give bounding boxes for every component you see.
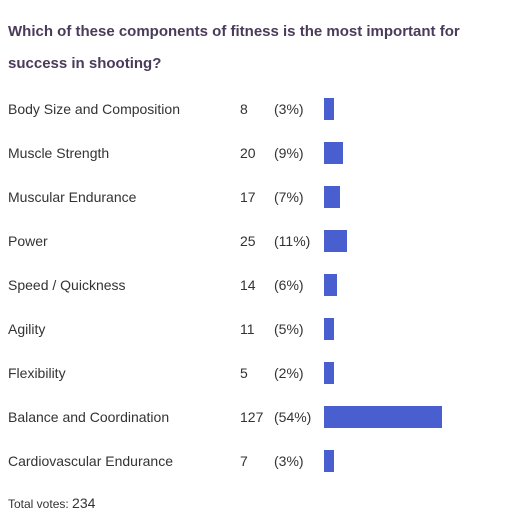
option-label: Speed / Quickness <box>8 277 126 293</box>
option-label: Agility <box>8 321 46 337</box>
option-vote-count: 20 <box>240 145 256 161</box>
option-vote-count: 8 <box>240 101 248 117</box>
option-bar <box>324 142 343 164</box>
option-label: Muscle Strength <box>8 145 110 161</box>
poll-option-row: Agility 11 (5%) <box>0 306 518 350</box>
option-bar <box>324 318 334 340</box>
option-vote-count: 25 <box>240 233 256 249</box>
poll-option-row: Body Size and Composition 8 (3%) <box>0 86 518 130</box>
poll-option-row: Power 25 (11%) <box>0 218 518 262</box>
option-percent: (3%) <box>274 101 304 117</box>
option-label: Muscular Endurance <box>8 189 137 205</box>
option-bar <box>324 98 334 120</box>
option-bar <box>324 450 334 472</box>
option-vote-count: 11 <box>240 321 255 337</box>
option-vote-count: 7 <box>240 453 248 469</box>
option-bar <box>324 186 340 208</box>
option-vote-count: 127 <box>240 409 264 425</box>
poll-option-row: Muscular Endurance 17 (7%) <box>0 174 518 218</box>
option-percent: (54%) <box>274 409 312 425</box>
poll-option-row: Flexibility 5 (2%) <box>0 350 518 394</box>
total-votes: Total votes: 234 <box>8 494 95 513</box>
total-votes-value: 234 <box>72 495 96 511</box>
poll-option-row: Speed / Quickness 14 (6%) <box>0 262 518 306</box>
option-label: Flexibility <box>8 365 66 381</box>
option-percent: (11%) <box>274 233 311 249</box>
option-vote-count: 17 <box>240 189 256 205</box>
option-label: Power <box>8 233 48 249</box>
option-percent: (6%) <box>274 277 304 293</box>
option-bar <box>324 362 334 384</box>
option-bar <box>324 406 442 428</box>
poll-option-row: Muscle Strength 20 (9%) <box>0 130 518 174</box>
option-vote-count: 5 <box>240 365 248 381</box>
option-vote-count: 14 <box>240 277 256 293</box>
option-bar <box>324 274 337 296</box>
option-percent: (5%) <box>274 321 304 337</box>
poll-options-list: Body Size and Composition 8 (3%) Muscle Str… <box>0 86 518 482</box>
option-bar <box>324 230 347 252</box>
option-percent: (3%) <box>274 453 304 469</box>
option-label: Cardiovascular Endurance <box>8 453 173 469</box>
total-votes-label: Total votes: <box>8 497 69 511</box>
poll-question: Which of these components of fitness is … <box>8 23 460 72</box>
poll-option-row: Cardiovascular Endurance 7 (3%) <box>0 438 518 482</box>
option-percent: (9%) <box>274 145 304 161</box>
option-percent: (2%) <box>274 365 304 381</box>
option-label: Body Size and Composition <box>8 101 180 117</box>
option-label: Balance and Coordination <box>8 409 170 425</box>
option-percent: (7%) <box>274 189 304 205</box>
poll-option-row: Balance and Coordination 127 (54%) <box>0 394 518 438</box>
